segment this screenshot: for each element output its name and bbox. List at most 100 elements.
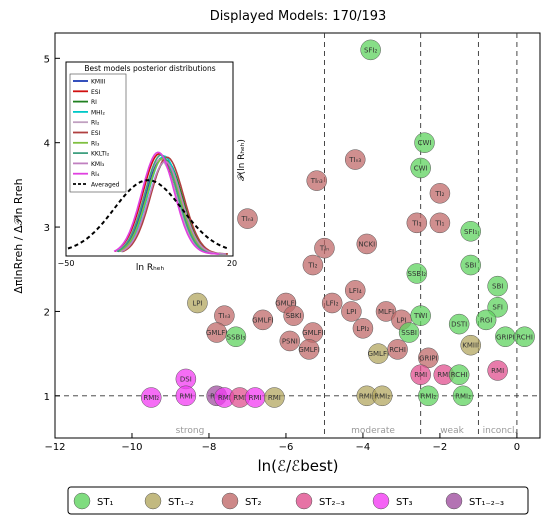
x-tick-label: −10	[121, 442, 142, 453]
data-point: PSNI	[279, 330, 301, 352]
data-point-label: SBKI	[286, 312, 302, 320]
inset-legend-label: RI₄	[91, 171, 100, 178]
inset-curve-7	[116, 154, 222, 255]
data-point-label: RMI	[218, 394, 231, 402]
plot-frame	[54, 32, 541, 439]
data-point-marker	[314, 237, 335, 259]
data-point-marker	[487, 275, 508, 297]
inset-curve-8	[120, 160, 226, 255]
data-point-label: SBI	[492, 283, 503, 291]
data-point-marker	[352, 318, 374, 339]
data-point-marker	[387, 339, 408, 360]
inset-legend-label: RI₃	[91, 140, 100, 147]
data-point: LPI	[187, 292, 208, 314]
data-point-label: GMLFI	[298, 346, 319, 354]
data-point-marker	[406, 212, 428, 234]
data-point: TIₙ₃	[306, 170, 327, 191]
y-tick-label: 4	[44, 139, 50, 150]
inset-legend-label: MHI₂	[91, 109, 105, 116]
data-point-label: SFI₁	[464, 228, 478, 236]
x-tick-label: −6	[279, 442, 294, 453]
data-point: RMI₂	[418, 385, 439, 407]
data-point-label: TI₂	[307, 262, 317, 270]
y-axis-label: ΔπlnRreh / Δ𝒫ln Rreh	[12, 178, 25, 293]
data-point-label: LPI	[396, 316, 406, 324]
data-point: KMIII	[460, 334, 481, 356]
x-ticks: −12 −10 −8 −6 −4 −2 0	[44, 433, 520, 453]
data-point-marker	[410, 305, 431, 326]
inset-legend-label: RI₂	[91, 120, 100, 127]
data-point-label: GMLFI	[368, 350, 389, 358]
data-point-marker	[487, 360, 508, 381]
data-point: GRIPI	[418, 347, 439, 369]
inset-legend-label: RI	[91, 99, 97, 106]
data-point-label: RMI	[179, 392, 192, 400]
legend-marker	[445, 492, 463, 510]
data-point-label: GMLFI	[252, 316, 273, 324]
legend-marker	[73, 492, 91, 510]
data-point-label: TI₁	[434, 219, 444, 227]
data-point-label: RCHI	[389, 346, 406, 354]
data-point-label: PSNI	[282, 337, 298, 345]
data-point-label: RMI	[491, 367, 504, 375]
data-point-label: LPI₂	[356, 325, 369, 333]
data-point-label: GMLFI	[206, 329, 227, 337]
data-point-marker	[321, 292, 343, 314]
inset-xtick-max: 20	[227, 259, 237, 268]
data-point: TWI	[410, 305, 431, 326]
x-axis-label: ln(ℰ/ℰbest)	[257, 457, 338, 475]
inset-curve-9	[113, 151, 219, 255]
data-point-label: SFI₂	[364, 46, 378, 54]
legend-marker	[372, 492, 390, 510]
data-point-marker	[264, 387, 285, 408]
data-point: SBI	[487, 275, 508, 297]
data-point: RMI₂	[371, 385, 393, 407]
data-point-label: RGI	[480, 316, 492, 324]
data-point-marker	[406, 263, 428, 284]
data-point: LFI₂	[321, 292, 343, 314]
data-point-marker	[279, 330, 301, 352]
data-point: GRIPI	[495, 326, 516, 347]
data-point-marker	[410, 157, 431, 179]
data-point-marker	[302, 254, 324, 276]
data-point-label: LFI₂	[326, 300, 339, 308]
data-point-marker	[371, 385, 393, 407]
data-point: GMLFI	[298, 339, 320, 360]
data-point: GMLFI	[302, 322, 324, 343]
inset-xtick-min: −50	[58, 259, 75, 268]
data-point: RMI₂	[452, 385, 474, 407]
data-point-marker	[418, 385, 439, 407]
data-point-marker	[175, 385, 197, 407]
data-point-label: RMI₂	[143, 394, 159, 402]
data-point: LPI	[341, 301, 362, 322]
data-point: GMLFI	[252, 309, 274, 331]
inset-legend: KMIII ESI RI MHI₂ RI₂ ESI RI₃ KKLTI₂ KMI₃ RI₄ Aver…	[69, 73, 127, 193]
data-point-marker	[225, 326, 247, 347]
data-point-label: LPI	[346, 308, 356, 316]
data-point: TI₂	[302, 254, 324, 276]
data-point: SSBI₂	[406, 263, 428, 284]
data-point: CWI	[414, 132, 435, 153]
inset-legend-label: ESI	[91, 89, 101, 96]
data-point: SFI₂	[360, 39, 381, 61]
legend-label: ST₁₋₂	[168, 497, 194, 508]
legend-label: ST₂₋₃	[319, 497, 345, 508]
inset-panel: Best models posterior distributions KMII…	[58, 61, 247, 273]
data-point-label: LPI	[192, 300, 202, 308]
y-tick-label: 1	[44, 392, 50, 403]
data-point-label: SFI	[492, 304, 503, 312]
inset-xlabel: ln Rₕₑₕ	[136, 263, 165, 273]
data-point-label: RMI	[268, 394, 281, 402]
data-point-label: DSI	[180, 375, 192, 383]
data-point: TIₙ₃	[237, 208, 258, 229]
legend-label: ST₃	[396, 497, 412, 508]
data-point-label: TIₙ₃	[310, 177, 323, 185]
data-point-label: LFI₄	[349, 287, 362, 295]
data-point: RCHI	[448, 364, 470, 385]
data-point: SSBI₃	[225, 326, 247, 347]
data-point: RCHI	[514, 326, 535, 347]
data-point: TIₙ₃	[344, 149, 366, 170]
chart-title: Displayed Models: 170/193	[210, 9, 387, 24]
data-point-label: RMI₂	[420, 392, 436, 400]
inset-legend-label: KMIII	[91, 79, 106, 86]
